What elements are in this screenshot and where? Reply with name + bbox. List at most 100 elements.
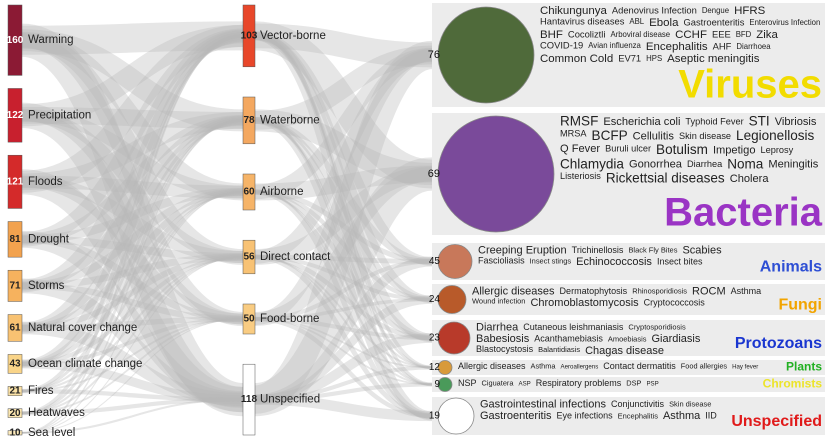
pathway-bar [242, 363, 256, 436]
flow [21, 32, 244, 368]
flow [254, 48, 433, 264]
disease-word: Skin disease [679, 131, 731, 141]
pathogen-value: 9 [434, 379, 440, 390]
pathway-value: 118 [241, 394, 258, 405]
pathogen-panel: 9 Chromists NSP Ciguatera ASP Respiratory pro… [432, 377, 825, 392]
flow [254, 333, 433, 405]
disease-word: NSP [458, 378, 477, 388]
flow [21, 317, 244, 366]
flow [21, 256, 244, 415]
pathway-value: 56 [243, 252, 255, 263]
pathogen-value: 12 [429, 362, 441, 373]
disease-word: EEE [712, 29, 731, 40]
flow [254, 189, 433, 265]
flow [254, 31, 433, 421]
flow [254, 109, 433, 185]
disease-word: Legionellosis [736, 128, 814, 143]
pathogen-image [437, 115, 555, 233]
disease-word: Common Cold [540, 53, 613, 65]
flow [21, 359, 244, 405]
pathogen-panel: 12 Plants Allergic diseases Asthma Aeroaller… [429, 360, 825, 375]
disease-word: Ebola [649, 17, 679, 29]
hazard-label: Heatwaves [28, 407, 85, 419]
disease-word: Meningitis [768, 159, 818, 171]
pathogen-image [437, 377, 453, 392]
hazard-value: 21 [9, 386, 21, 397]
disease-word: Botulism [656, 142, 708, 157]
pathogen-value: 23 [429, 333, 441, 344]
disease-word: EV71 [618, 53, 641, 64]
disease-word: Escherichia coli [603, 116, 680, 128]
pathway-value: 103 [241, 31, 258, 42]
flow [21, 34, 244, 415]
disease-word: Amoebiasis [608, 334, 647, 343]
panel-bg [432, 360, 825, 375]
hazard-bar [7, 88, 23, 143]
flow [21, 33, 244, 327]
disease-word: Skin disease [669, 400, 711, 409]
disease-word: Chromoblastomycosis [530, 297, 639, 309]
disease-word: BHF [540, 29, 563, 41]
pathogen-value: 69 [428, 168, 440, 180]
disease-word: Cellulitis [633, 130, 675, 142]
disease-word: HPS [646, 54, 662, 63]
hazard-label: Drought [28, 233, 70, 245]
pathogen-value: 24 [429, 294, 441, 305]
pathogen-name: Chromists [763, 377, 823, 391]
flow [21, 398, 244, 434]
flow [254, 31, 433, 343]
flow [21, 118, 244, 393]
flow [254, 49, 433, 325]
disease-word: Cocoliztli [568, 29, 606, 40]
disease-word: Echinococcosis [576, 256, 652, 268]
disease-word: Acanthamebiasis [534, 334, 603, 344]
hazard-value: 160 [7, 35, 24, 46]
disease-word: STI [749, 114, 770, 129]
disease-word: Adenovirus Infection [612, 5, 697, 16]
flow [21, 169, 244, 413]
disease-word: Babesiosis [476, 333, 530, 345]
disease-word: Gastroenteritis [480, 410, 552, 422]
flow [254, 32, 433, 304]
pathway-bar [242, 4, 256, 68]
flow [254, 189, 433, 302]
nodes: 160 Warming 122 Precipitation 121 Floods 81 Dro… [7, 3, 825, 439]
flows [19, 21, 435, 434]
flow [21, 119, 244, 415]
disease-word: Encephalitis [646, 41, 708, 53]
flow [254, 256, 433, 386]
pathogen-value: 45 [429, 256, 441, 267]
hazard-value: 61 [9, 323, 21, 334]
flow [21, 253, 244, 331]
flow [254, 45, 433, 130]
panel-bg [432, 377, 825, 392]
flow [254, 365, 433, 402]
hazard-value: 121 [7, 176, 24, 187]
flow [21, 119, 244, 434]
disease-word: Respiratory problems [536, 378, 622, 388]
pathway-value: 78 [243, 115, 255, 126]
flow [21, 388, 244, 402]
flow [254, 259, 433, 322]
flow [254, 116, 433, 420]
pathogen-name: Unspecified [731, 413, 822, 430]
disease-word: Zika [756, 29, 778, 41]
flow [254, 394, 433, 422]
flow [21, 235, 244, 323]
hazard-bar [7, 4, 23, 76]
disease-word: Enterovirus Infection [749, 18, 820, 27]
flow [254, 254, 433, 264]
disease-word: Aseptic meningitis [667, 53, 760, 65]
disease-word: Creeping Eruption [478, 245, 567, 257]
flow [254, 316, 433, 419]
disease-word: Food allergies [681, 362, 728, 371]
disease-word: Cryptococcosis [644, 298, 706, 308]
hazard-value: 71 [9, 280, 21, 291]
flow [254, 119, 433, 369]
disease-word: ASP [519, 380, 531, 387]
pathogen-panel: 76 Viruses Chikungunya Adenovirus Infection… [428, 3, 825, 107]
flow [21, 282, 244, 323]
disease-word: Leprosy [761, 145, 794, 155]
disease-word: Contact dermatitis [603, 361, 676, 371]
panel-bg [432, 320, 825, 356]
